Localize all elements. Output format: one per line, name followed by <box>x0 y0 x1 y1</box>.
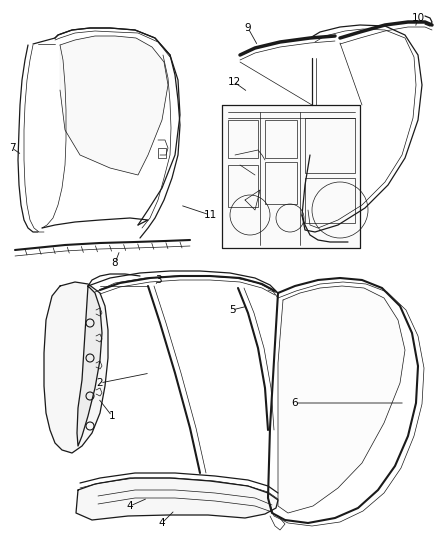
Bar <box>265 120 297 158</box>
Text: 9: 9 <box>245 23 251 33</box>
Text: 7: 7 <box>9 143 15 153</box>
Bar <box>228 165 258 207</box>
Text: 12: 12 <box>227 77 240 87</box>
Polygon shape <box>77 286 102 446</box>
Text: 11: 11 <box>203 210 217 220</box>
Text: 3: 3 <box>155 275 161 285</box>
Text: 8: 8 <box>112 258 118 268</box>
Bar <box>265 162 297 204</box>
Polygon shape <box>76 478 278 520</box>
Bar <box>305 118 355 173</box>
Text: 5: 5 <box>229 305 235 315</box>
Text: 2: 2 <box>97 378 103 388</box>
Text: 4: 4 <box>159 518 165 528</box>
Bar <box>158 148 166 158</box>
Bar <box>228 120 258 158</box>
Polygon shape <box>44 282 108 453</box>
Bar <box>305 178 355 223</box>
Polygon shape <box>60 36 168 175</box>
Text: 4: 4 <box>127 501 133 511</box>
Text: 10: 10 <box>411 13 424 23</box>
Text: 6: 6 <box>292 398 298 408</box>
Text: 1: 1 <box>109 411 115 421</box>
Polygon shape <box>278 286 405 513</box>
Polygon shape <box>222 105 360 248</box>
